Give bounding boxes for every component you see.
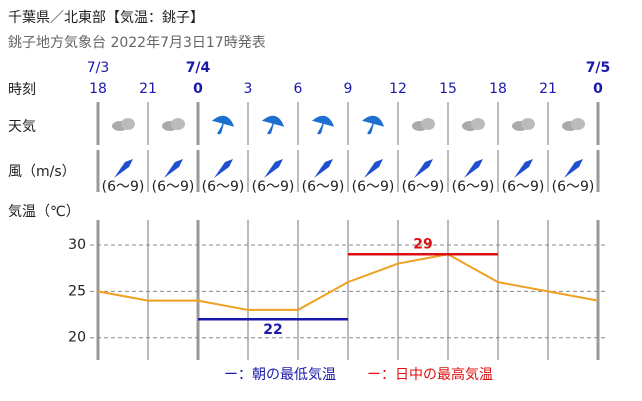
min_temp-label: 22 bbox=[263, 322, 282, 338]
wind-label: (6～9) bbox=[102, 179, 145, 195]
cloud-icon bbox=[121, 118, 135, 130]
wind-arrow bbox=[314, 159, 333, 178]
wind-label: (6～9) bbox=[252, 179, 295, 195]
y-tick-label: 20 bbox=[68, 330, 86, 346]
umbrella-icon bbox=[261, 115, 285, 135]
wind-label: (6～9) bbox=[302, 179, 345, 195]
time-label: 0 bbox=[593, 81, 603, 97]
wind-arrow bbox=[264, 159, 283, 178]
time-label: 12 bbox=[389, 81, 407, 97]
cloud-icon bbox=[171, 118, 185, 130]
wind-arrow bbox=[464, 159, 483, 178]
wind-label: (6～9) bbox=[202, 179, 245, 195]
wind-arrow bbox=[514, 159, 533, 178]
row-label: 天気 bbox=[8, 119, 36, 135]
umbrella-icon bbox=[211, 115, 235, 135]
cloud-icon bbox=[421, 118, 435, 130]
time-label: 0 bbox=[193, 81, 203, 97]
date-label: 7/4 bbox=[186, 60, 211, 76]
date-label: 7/3 bbox=[87, 60, 110, 76]
wind-arrow bbox=[164, 159, 183, 178]
y-tick-label: 30 bbox=[68, 237, 86, 253]
wind-arrow bbox=[114, 159, 133, 178]
title: 千葉県／北東部【気温：銚子】 bbox=[8, 10, 204, 26]
wind-arrow bbox=[414, 159, 433, 178]
wind-label: (6～9) bbox=[352, 179, 395, 195]
time-label: 21 bbox=[139, 81, 157, 97]
wind-label: (6～9) bbox=[502, 179, 545, 195]
row-label: 時刻 bbox=[8, 82, 36, 98]
wind-label: (6～9) bbox=[552, 179, 595, 195]
time-label: 9 bbox=[344, 81, 353, 97]
time-label: 6 bbox=[294, 81, 303, 97]
wind-label: (6～9) bbox=[452, 179, 495, 195]
row-label: 気温（℃） bbox=[8, 204, 80, 220]
cloud-icon bbox=[521, 118, 535, 130]
date-label: 7/5 bbox=[586, 60, 611, 76]
wind-arrow bbox=[214, 159, 233, 178]
time-label: 21 bbox=[539, 81, 557, 97]
temperature-line bbox=[97, 253, 599, 311]
time-label: 18 bbox=[489, 81, 507, 97]
legend-entry: ー：朝の最低気温 bbox=[224, 367, 336, 383]
cloud-icon bbox=[471, 118, 485, 130]
wind-arrow bbox=[564, 159, 583, 178]
umbrella-icon bbox=[361, 115, 385, 135]
time-label: 3 bbox=[244, 81, 253, 97]
time-label: 15 bbox=[439, 81, 457, 97]
row-label: 風（m/s） bbox=[8, 164, 76, 180]
subtitle: 銚子地方気象台 2022年7月3日17時発表 bbox=[8, 35, 266, 51]
legend-entry: ー：日中の最高気温 bbox=[367, 366, 493, 383]
wind-label: (6～9) bbox=[402, 179, 445, 195]
time-label: 18 bbox=[89, 81, 107, 97]
max_temp-label: 29 bbox=[413, 236, 432, 252]
umbrella-icon bbox=[311, 115, 335, 135]
y-tick-label: 25 bbox=[68, 283, 86, 299]
wind-arrow bbox=[364, 159, 383, 178]
cloud-icon bbox=[571, 118, 585, 130]
wind-label: (6～9) bbox=[152, 179, 195, 195]
